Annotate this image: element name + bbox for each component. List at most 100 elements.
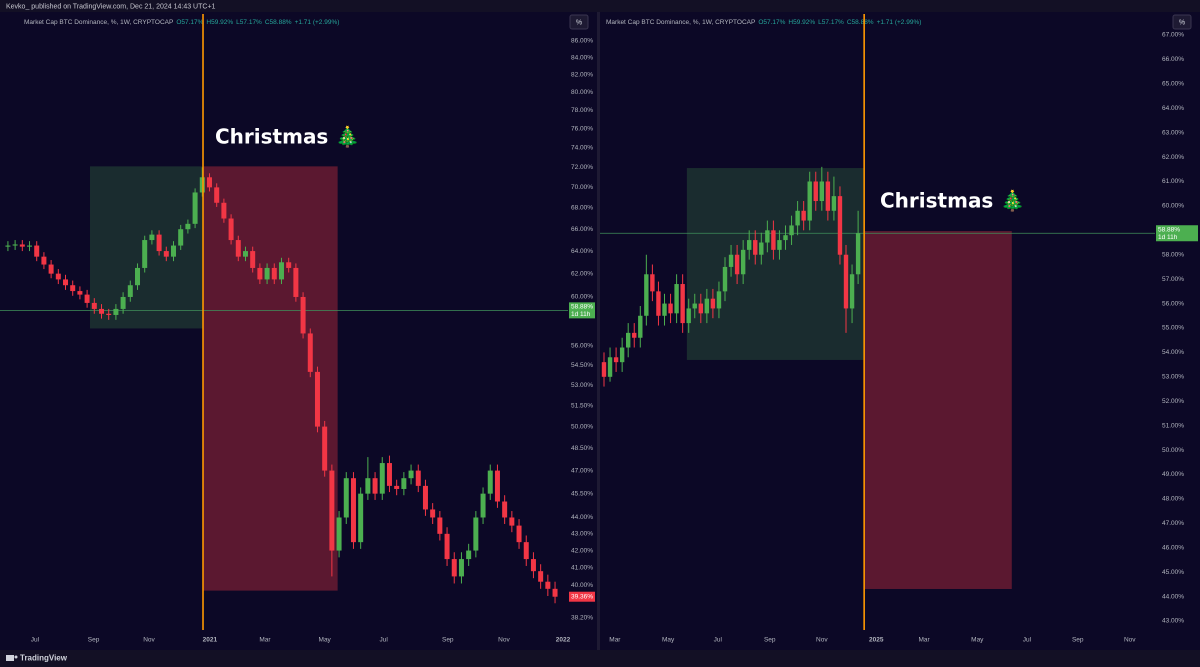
- y-tick-label: 49.00%: [1162, 471, 1184, 478]
- candle-body: [473, 517, 479, 551]
- candle-body: [358, 493, 364, 543]
- y-tick-label: 48.50%: [571, 445, 593, 452]
- y-tick-label: 42.00%: [571, 547, 593, 554]
- candle-body: [552, 588, 558, 597]
- legend-name: Market Cap BTC Dominance, %, 1W, CRYPTOC…: [606, 19, 755, 26]
- candle-body: [837, 196, 843, 255]
- countdown: 1d 11h: [1158, 234, 1178, 241]
- scale-button-label[interactable]: %: [1179, 19, 1185, 26]
- candle-body: [415, 470, 421, 486]
- y-tick-label: 78.00%: [571, 107, 593, 114]
- candle-body: [686, 308, 691, 324]
- y-tick-label: 45.00%: [1162, 569, 1184, 576]
- candle-body: [242, 251, 248, 257]
- candle-body: [747, 240, 752, 250]
- candle-body: [843, 254, 849, 309]
- candle-body: [444, 533, 450, 560]
- y-tick-label: 52.00%: [1162, 398, 1184, 405]
- candle-body: [771, 230, 776, 250]
- candle-body: [855, 233, 861, 275]
- candle-body: [135, 267, 141, 286]
- x-tick-label: May: [662, 637, 675, 644]
- candle-body: [466, 550, 472, 560]
- candle-body: [516, 525, 522, 543]
- y-tick-label: 80.00%: [571, 89, 593, 96]
- candle-body: [632, 332, 637, 338]
- candle-body: [12, 244, 18, 246]
- candle-body: [451, 559, 457, 577]
- bottom-bar: [0, 650, 1200, 667]
- candle-body: [625, 332, 631, 348]
- candle-body: [34, 245, 40, 257]
- x-tick-label: Mar: [918, 637, 930, 644]
- candle-body: [607, 357, 613, 377]
- y-tick-label: 50.00%: [571, 423, 593, 430]
- y-tick-label: 62.00%: [1162, 154, 1184, 161]
- y-tick-label: 63.00%: [1162, 129, 1184, 136]
- y-tick-label: 40.00%: [571, 582, 593, 589]
- candle-body: [206, 177, 212, 188]
- y-tick-label: 66.00%: [571, 226, 593, 233]
- x-tick-label: Nov: [498, 637, 510, 644]
- candle-body: [293, 267, 299, 297]
- y-tick-label: 64.00%: [1162, 105, 1184, 112]
- y-tick-label: 46.00%: [1162, 544, 1184, 551]
- legend-name: Market Cap BTC Dominance, %, 1W, CRYPTOC…: [24, 19, 173, 26]
- y-tick-label: 70.00%: [571, 184, 593, 191]
- candle-body: [601, 362, 607, 377]
- candle-body: [70, 285, 76, 292]
- candle-body: [106, 313, 112, 315]
- brand-name: TradingView: [20, 654, 68, 663]
- y-tick-label: 65.00%: [1162, 81, 1184, 88]
- candle-body: [401, 478, 407, 489]
- candle-body: [765, 230, 770, 243]
- candle-body: [545, 581, 551, 589]
- candle-body: [801, 210, 806, 221]
- y-tick-label: 45.50%: [571, 490, 593, 497]
- y-tick-label: 60.00%: [1162, 203, 1184, 210]
- annotation: Christmas 🎄: [880, 189, 1025, 213]
- candle-body: [221, 202, 227, 219]
- x-tick-label: May: [971, 637, 984, 644]
- candle-body: [740, 249, 746, 275]
- legend-close: C58.88%: [265, 19, 292, 26]
- price-label: 58.88%: [1158, 226, 1180, 233]
- candle-body: [680, 284, 685, 324]
- legend-high: H59.92%: [788, 19, 815, 26]
- x-tick-label: Sep: [764, 637, 776, 644]
- candle-body: [84, 294, 90, 303]
- candle-body: [509, 517, 515, 526]
- candle-body: [613, 357, 619, 363]
- candle-body: [849, 274, 855, 309]
- candle-body: [795, 210, 800, 226]
- x-tick-label: Sep: [1072, 637, 1084, 644]
- candle-body: [480, 493, 486, 518]
- top-bar: [0, 0, 1200, 12]
- y-tick-label: 58.00%: [1162, 251, 1184, 258]
- y-tick-label: 68.00%: [571, 205, 593, 212]
- candle-body: [704, 298, 710, 314]
- legend-open: O57.17%: [176, 19, 203, 26]
- candle-body: [698, 303, 703, 314]
- candle-body: [99, 308, 105, 314]
- candle-body: [386, 463, 392, 486]
- y-tick-label: 43.00%: [571, 531, 593, 538]
- candle-body: [819, 181, 825, 202]
- candle-body: [228, 218, 234, 241]
- x-tick-label: Sep: [442, 637, 454, 644]
- candle-body: [214, 187, 220, 203]
- candle-body: [807, 181, 812, 221]
- y-tick-label: 61.00%: [1162, 178, 1184, 185]
- candle-body: [257, 267, 263, 280]
- candle-body: [783, 235, 788, 241]
- scale-button-label[interactable]: %: [576, 19, 582, 26]
- candle-body: [656, 291, 661, 316]
- legend: Market Cap BTC Dominance, %, 1W, CRYPTOC…: [606, 19, 921, 26]
- x-tick-label: 2022: [556, 637, 571, 644]
- y-tick-label: 60.00%: [571, 294, 593, 301]
- y-tick-label: 44.00%: [571, 514, 593, 521]
- panel-divider: [597, 12, 600, 650]
- candle-body: [437, 517, 443, 534]
- candle-body: [777, 240, 782, 250]
- countdown: 1d 11h: [571, 311, 591, 318]
